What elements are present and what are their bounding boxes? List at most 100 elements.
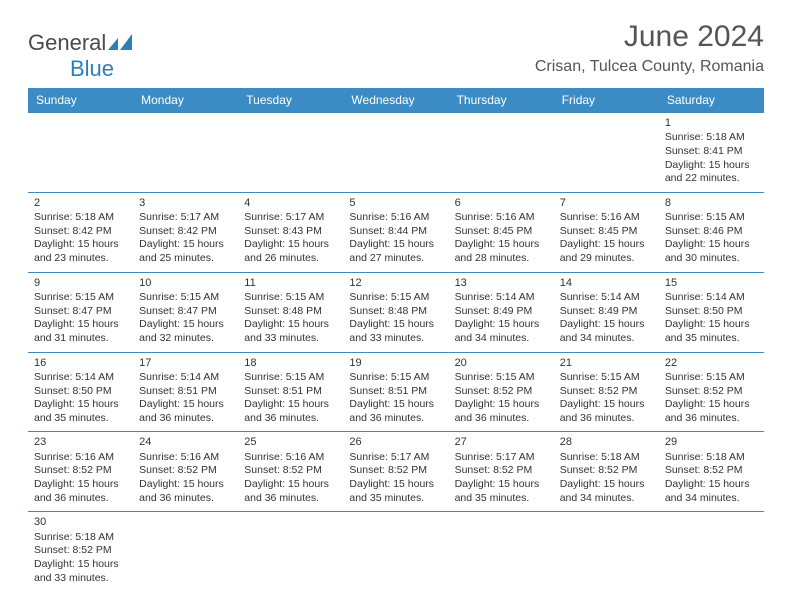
day-info-line: Sunset: 8:52 PM — [560, 385, 653, 399]
day-info-line: and 32 minutes. — [139, 332, 232, 346]
day-number: 12 — [349, 276, 442, 290]
day-number: 9 — [34, 276, 127, 290]
day-info-line: Sunset: 8:41 PM — [665, 145, 758, 159]
day-info-line: Sunset: 8:52 PM — [139, 464, 232, 478]
day-info-line: Sunrise: 5:15 AM — [560, 371, 653, 385]
calendar-day-cell: 22Sunrise: 5:15 AMSunset: 8:52 PMDayligh… — [659, 352, 764, 432]
calendar-empty-cell — [554, 512, 659, 591]
day-info-line: and 35 minutes. — [349, 492, 442, 506]
day-info-line: Daylight: 15 hours — [560, 238, 653, 252]
day-info-line: Daylight: 15 hours — [34, 238, 127, 252]
day-info-line: Sunrise: 5:16 AM — [455, 211, 548, 225]
calendar-day-cell: 28Sunrise: 5:18 AMSunset: 8:52 PMDayligh… — [554, 432, 659, 512]
day-info-line: and 30 minutes. — [665, 252, 758, 266]
day-info-line: Daylight: 15 hours — [244, 318, 337, 332]
day-info-line: Sunrise: 5:14 AM — [455, 291, 548, 305]
day-info-line: and 34 minutes. — [455, 332, 548, 346]
calendar-empty-cell — [449, 113, 554, 193]
day-info-line: and 27 minutes. — [349, 252, 442, 266]
day-info-line: Daylight: 15 hours — [244, 478, 337, 492]
day-number: 18 — [244, 356, 337, 370]
calendar-empty-cell — [133, 512, 238, 591]
day-info-line: and 35 minutes. — [455, 492, 548, 506]
day-number: 21 — [560, 356, 653, 370]
day-info-line: Sunrise: 5:15 AM — [34, 291, 127, 305]
day-info-line: and 36 minutes. — [139, 412, 232, 426]
calendar-empty-cell — [238, 512, 343, 591]
day-info-line: Sunset: 8:51 PM — [139, 385, 232, 399]
day-info-line: Sunrise: 5:14 AM — [560, 291, 653, 305]
day-info-line: Sunset: 8:50 PM — [34, 385, 127, 399]
calendar-week-row: 1Sunrise: 5:18 AMSunset: 8:41 PMDaylight… — [28, 113, 764, 193]
day-info-line: and 25 minutes. — [139, 252, 232, 266]
day-number: 26 — [349, 435, 442, 449]
day-info-line: Sunrise: 5:17 AM — [139, 211, 232, 225]
calendar-week-row: 9Sunrise: 5:15 AMSunset: 8:47 PMDaylight… — [28, 272, 764, 352]
day-info-line: Sunrise: 5:16 AM — [244, 451, 337, 465]
calendar-empty-cell — [659, 512, 764, 591]
day-info-line: Sunset: 8:51 PM — [349, 385, 442, 399]
day-number: 14 — [560, 276, 653, 290]
calendar-week-row: 16Sunrise: 5:14 AMSunset: 8:50 PMDayligh… — [28, 352, 764, 432]
logo: General Blue — [28, 28, 134, 82]
day-number: 20 — [455, 356, 548, 370]
day-number: 5 — [349, 196, 442, 210]
day-info-line: Sunrise: 5:18 AM — [560, 451, 653, 465]
calendar-day-cell: 1Sunrise: 5:18 AMSunset: 8:41 PMDaylight… — [659, 113, 764, 193]
day-info-line: Sunrise: 5:16 AM — [34, 451, 127, 465]
day-number: 11 — [244, 276, 337, 290]
day-info-line: Daylight: 15 hours — [665, 398, 758, 412]
calendar-empty-cell — [343, 512, 448, 591]
day-info-line: Sunrise: 5:15 AM — [349, 291, 442, 305]
calendar-day-cell: 30Sunrise: 5:18 AMSunset: 8:52 PMDayligh… — [28, 512, 133, 591]
logo-text: General Blue — [28, 28, 134, 82]
calendar-day-cell: 3Sunrise: 5:17 AMSunset: 8:42 PMDaylight… — [133, 192, 238, 272]
day-info-line: Sunset: 8:52 PM — [665, 464, 758, 478]
header: June 2024 Crisan, Tulcea County, Romania — [28, 20, 764, 76]
day-header: Saturday — [659, 88, 764, 113]
day-info-line: and 36 minutes. — [349, 412, 442, 426]
day-info-line: and 34 minutes. — [560, 332, 653, 346]
day-info-line: Sunrise: 5:15 AM — [244, 371, 337, 385]
day-info-line: Sunrise: 5:15 AM — [349, 371, 442, 385]
calendar-day-cell: 8Sunrise: 5:15 AMSunset: 8:46 PMDaylight… — [659, 192, 764, 272]
calendar-empty-cell — [554, 113, 659, 193]
day-info-line: and 35 minutes. — [665, 332, 758, 346]
day-number: 29 — [665, 435, 758, 449]
day-info-line: Daylight: 15 hours — [560, 318, 653, 332]
day-number: 25 — [244, 435, 337, 449]
day-number: 6 — [455, 196, 548, 210]
day-info-line: and 33 minutes. — [349, 332, 442, 346]
day-header: Thursday — [449, 88, 554, 113]
day-info-line: Daylight: 15 hours — [244, 398, 337, 412]
day-info-line: Sunrise: 5:18 AM — [34, 531, 127, 545]
calendar-day-cell: 6Sunrise: 5:16 AMSunset: 8:45 PMDaylight… — [449, 192, 554, 272]
day-header: Tuesday — [238, 88, 343, 113]
day-info-line: Sunrise: 5:14 AM — [139, 371, 232, 385]
day-info-line: Daylight: 15 hours — [665, 318, 758, 332]
day-info-line: Daylight: 15 hours — [665, 238, 758, 252]
calendar-day-cell: 20Sunrise: 5:15 AMSunset: 8:52 PMDayligh… — [449, 352, 554, 432]
day-info-line: Sunset: 8:52 PM — [560, 464, 653, 478]
day-info-line: and 28 minutes. — [455, 252, 548, 266]
day-info-line: Sunset: 8:44 PM — [349, 225, 442, 239]
day-info-line: Sunrise: 5:15 AM — [139, 291, 232, 305]
day-info-line: and 36 minutes. — [560, 412, 653, 426]
day-info-line: Sunrise: 5:16 AM — [349, 211, 442, 225]
calendar-day-cell: 21Sunrise: 5:15 AMSunset: 8:52 PMDayligh… — [554, 352, 659, 432]
day-info-line: Daylight: 15 hours — [139, 478, 232, 492]
day-info-line: Daylight: 15 hours — [455, 318, 548, 332]
day-info-line: Daylight: 15 hours — [139, 318, 232, 332]
calendar-day-cell: 5Sunrise: 5:16 AMSunset: 8:44 PMDaylight… — [343, 192, 448, 272]
day-number: 10 — [139, 276, 232, 290]
day-info-line: Sunrise: 5:16 AM — [139, 451, 232, 465]
day-info-line: Daylight: 15 hours — [455, 478, 548, 492]
calendar-day-cell: 12Sunrise: 5:15 AMSunset: 8:48 PMDayligh… — [343, 272, 448, 352]
day-info-line: Daylight: 15 hours — [349, 238, 442, 252]
day-info-line: Sunrise: 5:17 AM — [455, 451, 548, 465]
day-info-line: Sunset: 8:50 PM — [665, 305, 758, 319]
day-number: 27 — [455, 435, 548, 449]
day-info-line: Sunset: 8:52 PM — [455, 464, 548, 478]
calendar-week-row: 30Sunrise: 5:18 AMSunset: 8:52 PMDayligh… — [28, 512, 764, 591]
day-header-row: SundayMondayTuesdayWednesdayThursdayFrid… — [28, 88, 764, 113]
